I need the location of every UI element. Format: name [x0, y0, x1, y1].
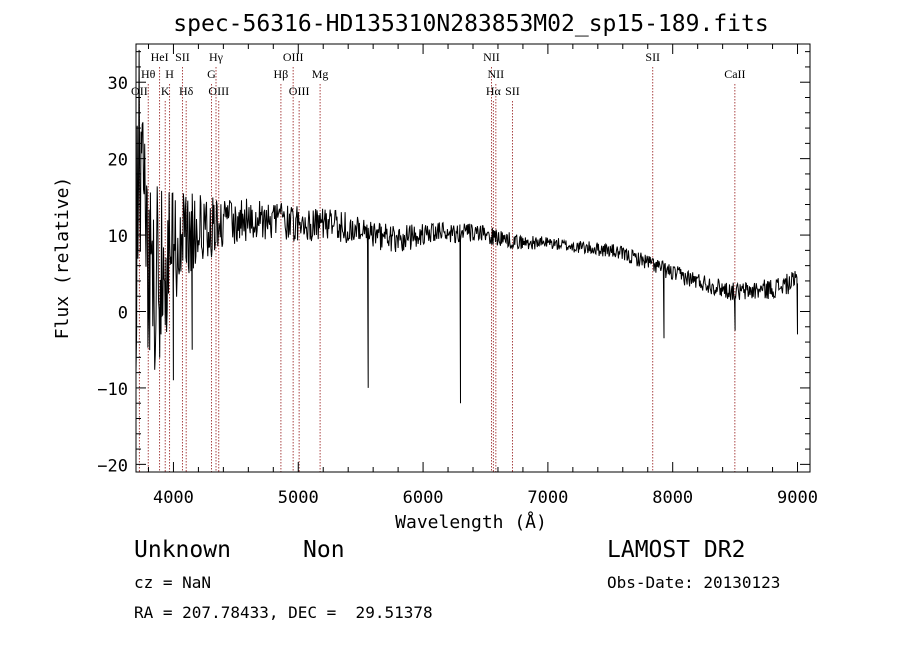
- line-label: HeI: [151, 50, 169, 64]
- line-label: SII: [175, 50, 190, 64]
- x-axis-ticks: 4000 5000 6000 7000 8000 9000: [147, 44, 818, 508]
- line-label: SII: [505, 84, 520, 98]
- line-label: OIII: [283, 50, 304, 64]
- line-label: Hγ: [209, 50, 224, 64]
- x-tick-label: 4000: [153, 488, 194, 508]
- line-label: H: [165, 67, 174, 81]
- line-label: Hδ: [179, 84, 194, 98]
- spectrum-line: [135, 49, 798, 404]
- line-label: OIII: [208, 84, 229, 98]
- x-tick-label: 9000: [777, 488, 818, 508]
- line-label: Mg: [312, 67, 329, 81]
- y-axis-label: Flux (relative): [52, 177, 73, 340]
- y-tick-label: −10: [97, 380, 128, 400]
- x-tick-label: 7000: [527, 488, 568, 508]
- line-label: K: [161, 84, 170, 98]
- spectral-line-labels: OIIHθHeIKHSIIHδHγGOIIIHβOIIIOIIIMgNIINII…: [131, 50, 745, 98]
- line-label: OIII: [289, 84, 310, 98]
- line-label: SII: [645, 50, 660, 64]
- y-tick-label: 10: [108, 227, 128, 247]
- spectral-line-markers: [138, 67, 736, 472]
- y-tick-label: 20: [108, 151, 128, 171]
- y-tick-label: −20: [97, 456, 128, 476]
- x-tick-label: 8000: [652, 488, 693, 508]
- line-label: Hβ: [274, 67, 289, 81]
- subclass-label: Non: [303, 537, 345, 563]
- y-tick-label: 30: [108, 74, 128, 94]
- redshift-label: cz = NaN: [134, 573, 212, 592]
- line-label: NII: [483, 50, 500, 64]
- coordinates-label: RA = 207.78433, DEC = 29.51378: [134, 603, 433, 622]
- y-tick-label: 0: [118, 304, 128, 324]
- x-axis-label: Wavelength (Å): [395, 511, 547, 533]
- y-axis-ticks: −20 −10 0 10 20 30: [97, 51, 810, 476]
- obs-date-label: Obs-Date: 20130123: [607, 573, 781, 592]
- survey-label: LAMOST DR2: [607, 537, 746, 563]
- line-label: Hθ: [141, 67, 156, 81]
- line-label: G: [207, 67, 216, 81]
- plot-frame: [135, 43, 811, 473]
- chart-title: spec-56316-HD135310N283853M02_sp15-189.f…: [173, 11, 768, 37]
- line-label: Hα: [486, 84, 502, 98]
- classification-label: Unknown: [134, 537, 231, 563]
- line-label: CaII: [724, 67, 745, 81]
- line-label: NII: [488, 67, 505, 81]
- x-tick-label: 6000: [403, 488, 444, 508]
- x-tick-label: 5000: [278, 488, 319, 508]
